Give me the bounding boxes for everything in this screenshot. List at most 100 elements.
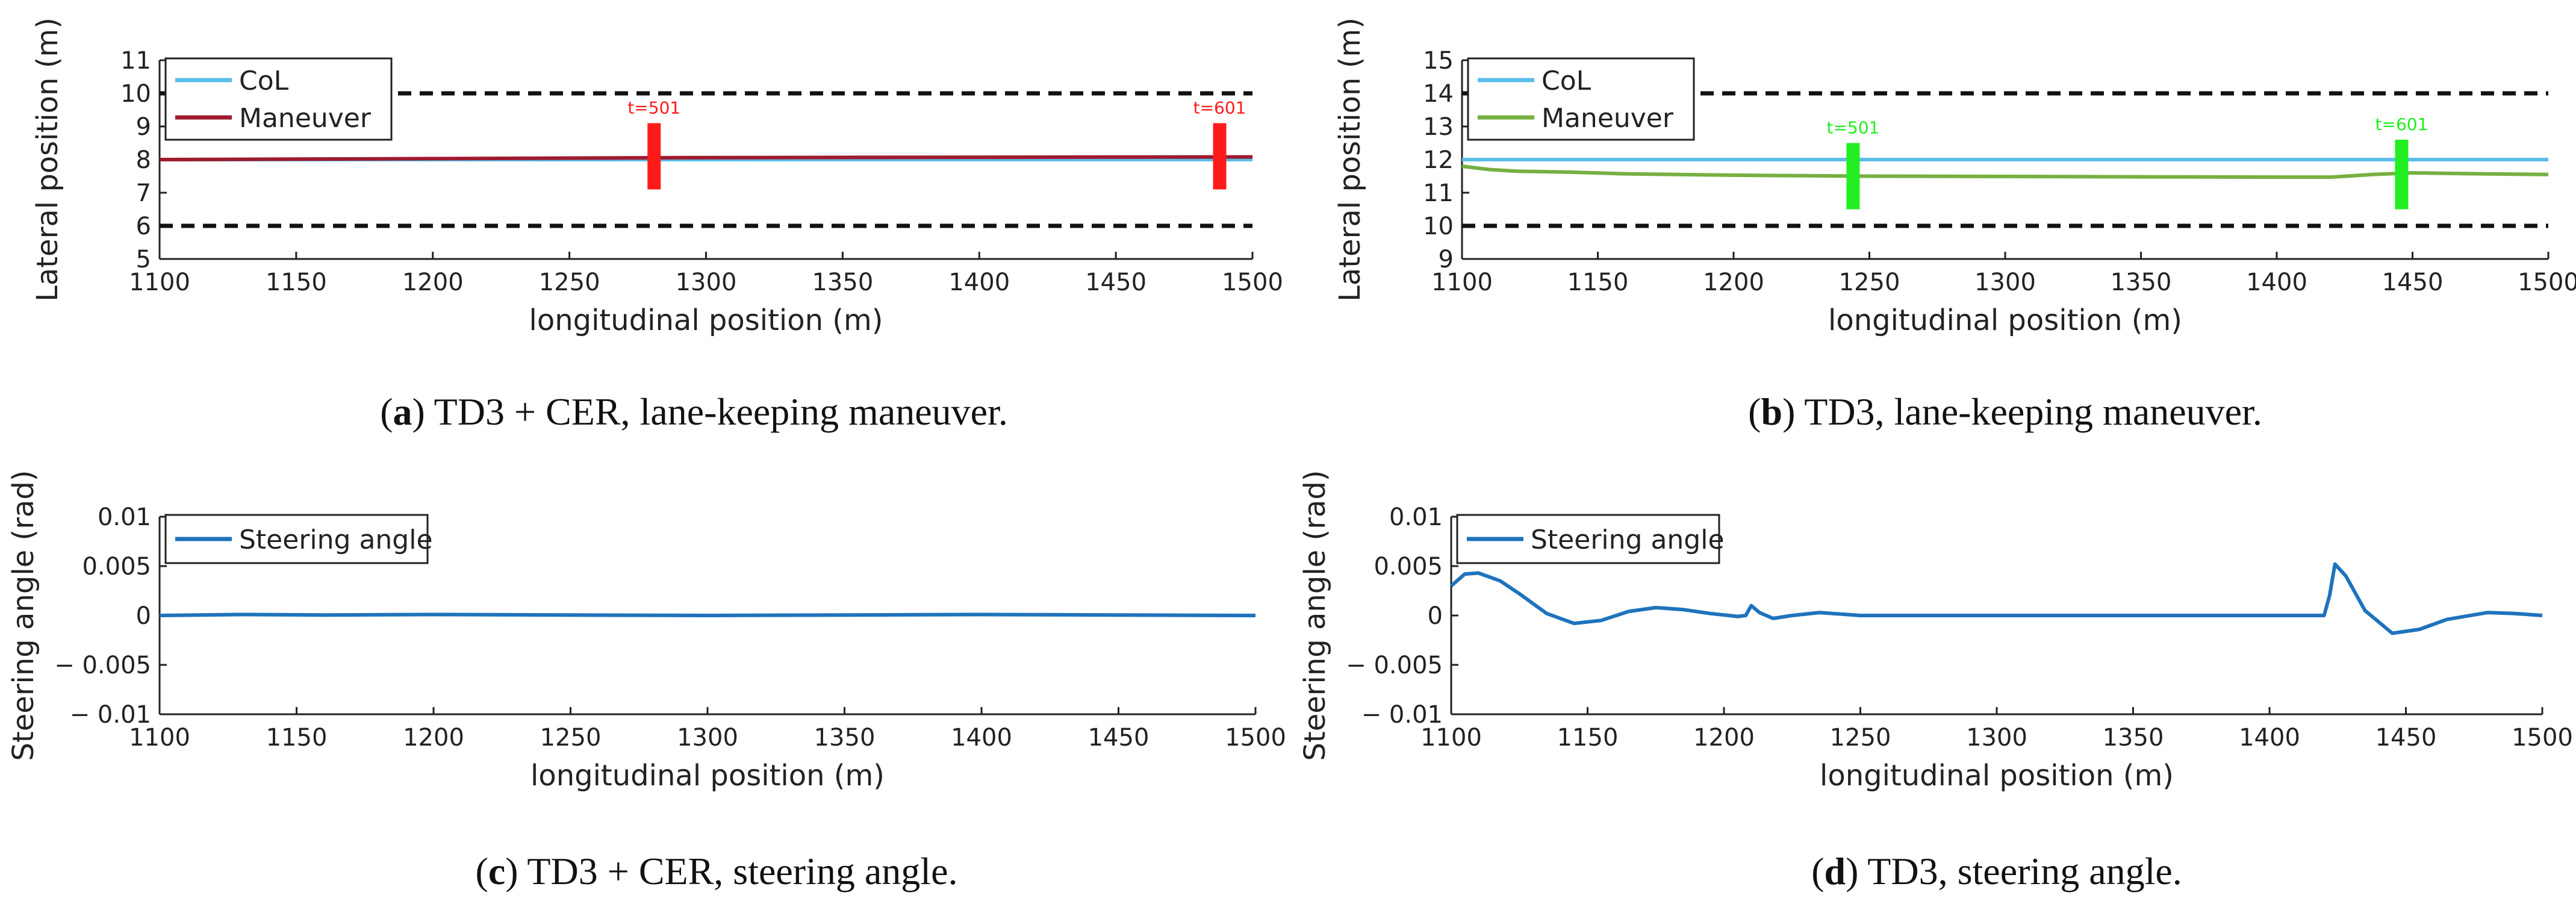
series-line-maneuver [1461,164,2549,179]
legend-box [1467,57,1695,141]
chart-d: 1100 1150 1200 1250 1300 1350 1400 1450 1500 − 0.… [1298,470,2573,893]
caption-letter: a [393,390,412,433]
time-marker-label: t=601 [1193,98,1246,118]
series-line-maneuver [159,155,1253,161]
caption-paren: ( [380,390,393,433]
x-tick-label: 1400 [951,724,1012,752]
x-tick-label: 1350 [2111,269,2172,296]
time-marker-bar [2395,140,2409,210]
y-tick-label: 10 [120,80,151,108]
x-tick-label: 1150 [266,724,328,752]
x-tick-label: 1450 [2382,269,2444,296]
time-marker-bar [1846,143,1860,210]
figure-caption: (d) TD3, steering angle. [1811,850,2182,893]
y-tick-label: 0.005 [82,553,151,581]
legend-label: Maneuver [239,103,372,134]
legend-label: Maneuver [1542,103,1674,134]
x-tick-label: 1450 [1088,724,1150,752]
legend-label: Steering angle [1531,525,1725,555]
y-tick-label: 10 [1423,213,1454,240]
y-tick-label: 5 [136,246,151,273]
x-axis-label: longitudinal position (m) [529,304,883,337]
y-axis-label: Steering angle (rad) [7,470,40,761]
caption-paren: ( [1748,390,1761,433]
x-tick-label: 1250 [1839,269,1900,296]
x-tick-label: 1100 [1431,269,1493,296]
x-tick-label: 1350 [2103,724,2164,752]
y-tick-label: 9 [1439,246,1454,273]
x-tick-label: 1300 [676,269,737,296]
x-tick-label: 1150 [1557,724,1619,752]
x-tick-label: 1450 [2375,724,2437,752]
x-tick-label: 1250 [1830,724,1891,752]
y-axis-label: Lateral position (m) [31,17,64,302]
x-tick-label: 1500 [1222,269,1283,296]
figure-caption: (b) TD3, lane-keeping maneuver. [1748,390,2262,433]
x-tick-label: 1100 [1420,724,1482,752]
x-axis-label: longitudinal position (m) [1820,759,2174,793]
x-tick-label: 1350 [812,269,873,296]
chart-a: 1100 1150 1200 1250 1300 1350 1400 1450 1500 5 6 7 8… [31,17,1283,433]
time-marker-label: t=601 [2375,114,2428,134]
x-tick-label: 1100 [129,269,190,296]
x-tick-label: 1400 [948,269,1010,296]
x-tick-label: 1200 [403,724,464,752]
y-tick-label: 0.005 [1374,553,1443,581]
series-line-steering-angle [159,612,1256,617]
y-tick-label: 0.01 [1389,503,1443,531]
x-tick-label: 1200 [1693,724,1755,752]
legend-box [164,514,429,564]
x-tick-label: 1300 [677,724,738,752]
caption-text: ) TD3, steering angle. [1846,850,2182,893]
x-axis-label: longitudinal position (m) [1828,304,2182,337]
legend-label: CoL [1542,66,1591,96]
x-tick-label: 1500 [1225,724,1286,752]
x-tick-label: 1500 [2518,269,2576,296]
x-tick-label: 1500 [2512,724,2573,752]
x-tick-label: 1300 [1974,269,2036,296]
caption-letter: c [488,850,505,893]
x-tick-label: 1100 [129,724,190,752]
y-tick-label: 8 [136,146,151,174]
y-tick-label: 14 [1423,80,1454,108]
y-tick-label: 0 [136,602,151,630]
time-marker-label: t=501 [627,98,680,118]
y-axis-label: Steering angle (rad) [1298,470,1332,761]
series-line-steering-angle [1450,562,2543,635]
x-tick-label: 1450 [1085,269,1146,296]
caption-paren: ( [476,850,488,893]
y-tick-label: 6 [136,213,151,240]
x-tick-label: 1250 [540,724,602,752]
y-tick-label: − 0.01 [1361,701,1443,729]
figure-caption: (a) TD3 + CER, lane-keeping maneuver. [380,390,1008,433]
caption-letter: b [1761,390,1782,433]
y-tick-label: 0 [1428,602,1443,630]
time-marker-bar [1213,123,1227,190]
figure-caption: (c) TD3 + CER, steering angle. [476,850,958,893]
legend-label: CoL [239,66,289,96]
x-tick-label: 1300 [1966,724,2027,752]
x-tick-label: 1400 [2239,724,2300,752]
caption-text: ) TD3, lane-keeping maneuver. [1782,390,2262,433]
caption-paren: ( [1811,850,1824,893]
y-tick-label: 11 [1423,179,1454,207]
time-marker-bar [647,123,661,190]
y-tick-label: 15 [1423,47,1454,75]
y-axis-label: Lateral position (m) [1333,17,1367,302]
y-tick-label: − 0.01 [70,701,151,729]
chart-c: 1100 1150 1200 1250 1300 1350 1400 1450 1500 − 0.… [7,470,1286,893]
caption-text: ) TD3 + CER, steering angle. [505,850,957,893]
x-tick-label: 1350 [814,724,876,752]
y-tick-label: 13 [1423,113,1454,141]
legend-box [164,57,393,141]
y-tick-label: 9 [136,113,151,141]
y-tick-label: − 0.005 [54,652,151,679]
legend-label: Steering angle [239,525,433,555]
x-tick-label: 1250 [539,269,600,296]
x-tick-label: 1200 [1703,269,1764,296]
y-tick-label: 11 [120,47,151,75]
x-axis-label: longitudinal position (m) [530,759,885,793]
y-tick-label: − 0.005 [1346,652,1443,679]
y-tick-label: 0.01 [98,503,151,531]
